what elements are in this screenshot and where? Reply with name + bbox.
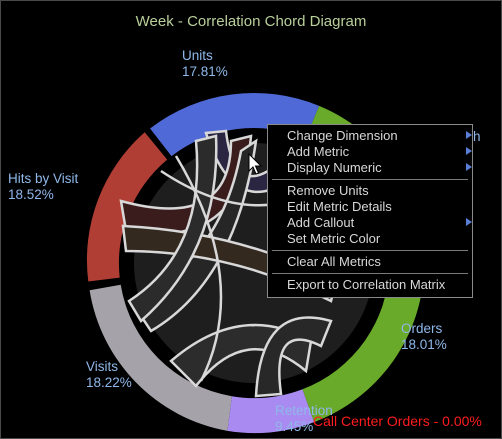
submenu-arrow-icon (466, 131, 472, 139)
chord-ribbon[interactable] (127, 134, 218, 323)
menu-item-add-callout[interactable]: Add Callout (287, 215, 472, 230)
mouse-cursor-icon (248, 153, 263, 175)
menu-separator (272, 250, 468, 251)
segment-label-call-center-orders: Call Center Orders - 0.00% (313, 413, 482, 429)
ring-segment-visits[interactable] (89, 284, 232, 431)
menu-item-clear-all-metrics[interactable]: Clear All Metrics (287, 254, 381, 269)
ring-segment-units[interactable] (150, 92, 320, 157)
segment-label-visits: Visits 18.22% (86, 359, 132, 390)
chart-title: Week - Correlation Chord Diagram (135, 13, 367, 30)
menu-item-change-dimension[interactable]: Change Dimension (287, 128, 472, 143)
menu-item-set-metric-color[interactable]: Set Metric Color (287, 231, 381, 246)
menu-item-export-correlation-matrix[interactable]: Export to Correlation Matrix (287, 277, 446, 292)
segment-label-hits-by-visit: Hits by Visit 18.52% (8, 171, 79, 202)
menu-item-display-numeric[interactable]: Display Numeric (287, 160, 472, 175)
chord-ribbon[interactable] (254, 316, 333, 398)
menu-item-remove-units[interactable]: Remove Units (287, 183, 369, 198)
chord-ribbon[interactable] (174, 155, 223, 382)
segment-label-units: Units 17.81% (182, 48, 228, 79)
segment-label-fragment: h (473, 129, 481, 144)
submenu-arrow-icon (466, 218, 472, 226)
ring-segment-retention[interactable] (227, 389, 315, 434)
submenu-arrow-icon (466, 163, 472, 171)
context-menu: Change Dimension Add Metric Display Nume… (267, 124, 473, 298)
segment-label-orders: Orders 18.01% (401, 321, 447, 352)
menu-separator (272, 273, 468, 274)
menu-separator (272, 179, 468, 180)
submenu-arrow-icon (466, 147, 472, 155)
menu-item-add-metric[interactable]: Add Metric (287, 144, 472, 159)
menu-item-edit-metric-details[interactable]: Edit Metric Details (287, 199, 392, 214)
segment-label-retention: Retention 9.45% (275, 403, 333, 434)
